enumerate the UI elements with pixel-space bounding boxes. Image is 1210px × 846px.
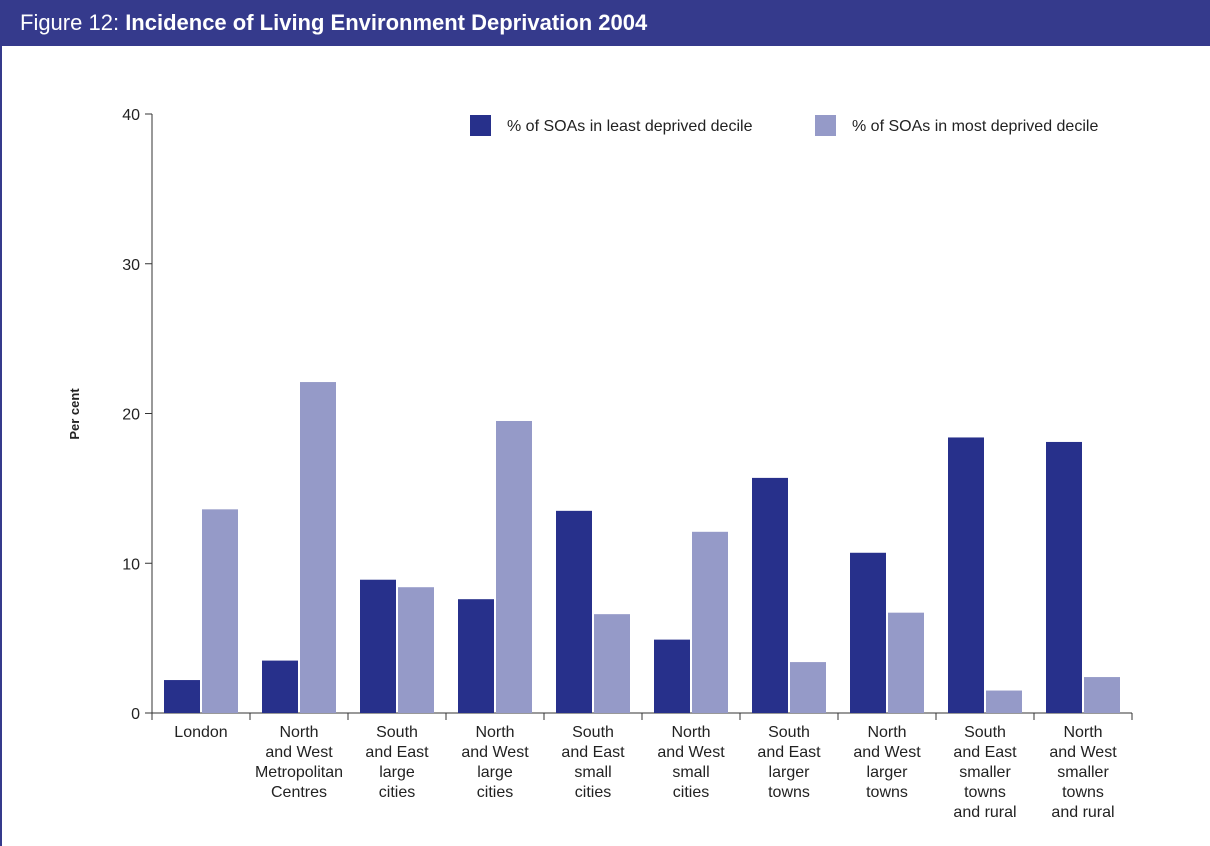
x-tick-label: South and East smaller towns and rural [953, 724, 1017, 821]
bar-least-deprived [752, 477, 788, 713]
y-tick-label: 30 [122, 257, 140, 274]
left-border [0, 46, 2, 846]
bar-most-deprived [1084, 677, 1120, 713]
y-axis: 0 10 20 30 40 [122, 107, 153, 723]
bar-most-deprived [202, 509, 238, 713]
bar-most-deprived [986, 690, 1022, 713]
bar-least-deprived [850, 552, 886, 713]
legend-label-most: % of SOAs in most deprived decile [852, 118, 1098, 135]
bar-least-deprived [1046, 441, 1082, 713]
bar-most-deprived [398, 587, 434, 713]
legend-label-least: % of SOAs in least deprived decile [507, 118, 753, 135]
bars [164, 382, 1120, 713]
x-tick-label: North and West large cities [461, 724, 529, 801]
y-tick-label: 20 [122, 407, 140, 424]
legend-swatch-least [470, 115, 491, 136]
bar-least-deprived [458, 599, 494, 713]
x-tick-label: South and East larger towns [757, 724, 821, 801]
bar-most-deprived [692, 531, 728, 713]
bar-most-deprived [496, 420, 532, 713]
figure-label: Figure 12: [20, 10, 120, 35]
bar-least-deprived [164, 680, 200, 713]
x-tick-label: South and East large cities [365, 724, 429, 801]
x-tick-label: North and West Metropolitan Centres [255, 724, 343, 801]
legend: % of SOAs in least deprived decile % of S… [470, 115, 1098, 136]
x-axis: London North and West Metropolitan Centres So… [151, 712, 1133, 821]
bar-most-deprived [594, 614, 630, 713]
y-tick-label: 10 [122, 556, 140, 573]
bar-least-deprived [654, 639, 690, 713]
bar-least-deprived [556, 510, 592, 713]
y-axis-label: Per cent [67, 388, 82, 440]
bar-most-deprived [790, 662, 826, 713]
y-tick-label: 40 [122, 107, 140, 124]
x-tick-label: London [174, 724, 227, 741]
y-tick-label: 0 [131, 706, 140, 723]
bar-least-deprived [360, 579, 396, 713]
x-tick-label: South and East small cities [561, 724, 625, 801]
bar-most-deprived [888, 612, 924, 713]
figure-title: Incidence of Living Environment Deprivat… [125, 10, 648, 35]
x-tick-label: North and West larger towns [853, 724, 921, 801]
x-tick-label: North and West smaller towns and rural [1049, 724, 1117, 821]
bar-least-deprived [948, 437, 984, 713]
bar-least-deprived [262, 660, 298, 713]
legend-swatch-most [815, 115, 836, 136]
bar-most-deprived [300, 382, 336, 713]
figure-title-bar: Figure 12: Incidence of Living Environme… [0, 0, 1210, 46]
x-tick-label: North and West small cities [657, 724, 725, 801]
